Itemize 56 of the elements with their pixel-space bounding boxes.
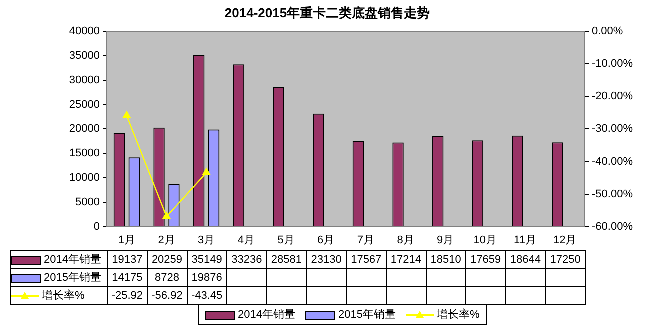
data-label: 8728 xyxy=(147,268,188,286)
y-tick-label: 20000 xyxy=(69,123,100,136)
x-tick-label: 11月 xyxy=(514,234,536,246)
data-label: 17250 xyxy=(546,250,586,268)
x-tick-label: 3月 xyxy=(198,234,216,246)
point xyxy=(162,212,171,220)
y2-tick-label: -30.00% xyxy=(592,123,634,136)
data-label: -56.92 xyxy=(147,286,188,304)
x-tick-label: 6月 xyxy=(318,234,335,246)
y-tick-label: 10000 xyxy=(69,172,100,184)
legend-label: 2014年销量 xyxy=(10,250,108,268)
y2-tick-label: -40.00% xyxy=(592,156,634,168)
y-tick-label: 25000 xyxy=(69,98,100,111)
point xyxy=(122,111,131,119)
x-tick-label: 7月 xyxy=(357,234,374,246)
legend-label: 增长率% xyxy=(10,286,108,304)
x-tick-label: 1月 xyxy=(118,234,136,246)
y2-tick-label: -10.00% xyxy=(592,58,634,70)
text: 2014年销量 xyxy=(238,309,296,321)
data-label: 20259 xyxy=(147,250,188,268)
x-tick-label: 5月 xyxy=(278,234,295,246)
data-label: 17659 xyxy=(466,250,506,268)
text: 增长率% xyxy=(436,309,480,321)
y2-tick-label: 0.00% xyxy=(592,26,624,38)
y-tick-label: 35000 xyxy=(69,50,100,62)
x-tick-label: 10月 xyxy=(474,234,498,246)
y2-tick-label: -20.00% xyxy=(592,90,634,103)
data-label: 28581 xyxy=(266,250,307,268)
data-label: 19137 xyxy=(108,250,148,268)
y-tick-label: 15000 xyxy=(69,148,100,160)
y-tick-label: 40000 xyxy=(69,26,100,38)
data-label: 14175 xyxy=(108,268,148,286)
data-label: 17567 xyxy=(346,250,386,268)
x-tick-label: 2月 xyxy=(158,234,176,246)
data-label: 23130 xyxy=(306,250,346,268)
data-label: 35149 xyxy=(187,250,227,268)
chart-title: 2014-2015年重卡二类底盘销售走势 xyxy=(224,5,430,20)
data-label: 33236 xyxy=(226,250,267,268)
y-tick-label: 5000 xyxy=(76,196,100,208)
point xyxy=(202,168,211,176)
data-label: -25.92 xyxy=(108,286,148,304)
x-tick-label: 9月 xyxy=(437,234,454,246)
x-tick-label: 8月 xyxy=(397,234,414,246)
data-label: 19876 xyxy=(187,268,227,286)
data-label: -43.45 xyxy=(187,286,227,304)
text: 2015年销量 xyxy=(338,309,396,321)
legend-label: 2015年销量 xyxy=(10,268,108,286)
y-tick-label: 0 xyxy=(94,220,100,233)
x-tick-label: 4月 xyxy=(238,234,255,246)
y-tick-label: 30000 xyxy=(69,74,100,86)
data-label: 18644 xyxy=(506,250,546,268)
data-label: 17214 xyxy=(386,250,426,268)
y2-tick-label: -50.00% xyxy=(592,188,634,200)
data-label: 18510 xyxy=(426,250,466,268)
y2-tick-label: -60.00% xyxy=(592,220,634,233)
x-tick-label: 12月 xyxy=(553,234,577,246)
